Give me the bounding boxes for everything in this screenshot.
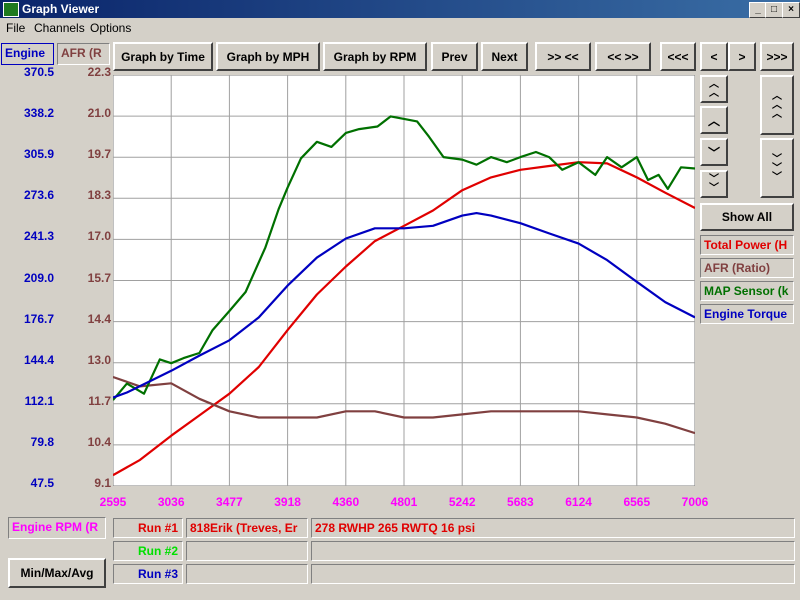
app-icon xyxy=(3,2,19,17)
right-axis-tick-label: 22.3 xyxy=(87,65,111,79)
x-axis-tick-label: 6565 xyxy=(623,495,651,509)
x-axis-tick-label: 4360 xyxy=(332,495,360,509)
window-title: Graph Viewer xyxy=(22,2,100,16)
right-axis-tick-label: 17.0 xyxy=(87,229,111,244)
legend-engine-torque[interactable]: Engine Torque xyxy=(700,304,794,324)
right-axis-tick-label: 11.7 xyxy=(88,393,111,408)
run-1-note[interactable]: 278 RWHP 265 RWTQ 16 psi xyxy=(311,518,795,538)
next-button[interactable]: Next xyxy=(481,42,528,71)
x-axis-tick-label: 4801 xyxy=(390,495,418,509)
right-axis-tick-label: 13.0 xyxy=(87,352,111,367)
run-3-note[interactable] xyxy=(311,564,795,584)
legend-map-sensor[interactable]: MAP Sensor (k xyxy=(700,281,794,301)
pan-up-button[interactable]: ︿ ︿ ︿ xyxy=(760,75,794,135)
graph-by-mph-button[interactable]: Graph by MPH xyxy=(216,42,320,71)
left-axis-tick-label: 305.9 xyxy=(23,147,54,162)
x-axis-tick-label: 7006 xyxy=(681,495,709,509)
right-axis-tick-label: 21.0 xyxy=(87,106,111,121)
legend-total-power[interactable]: Total Power (H xyxy=(700,235,794,255)
menu-channels[interactable]: Channels xyxy=(34,21,85,35)
pan-down-button[interactable]: ﹀ ﹀ ﹀ xyxy=(760,138,794,198)
right-axis-tick-label: 15.7 xyxy=(87,270,111,285)
run-2-name[interactable] xyxy=(186,541,308,561)
left-axis-tick-label: 176.7 xyxy=(23,311,54,326)
x-axis-tick-label: 3036 xyxy=(157,495,185,509)
left-axis-tick-label: 273.6 xyxy=(23,188,54,203)
right-axis-channel-select[interactable]: AFR (R xyxy=(57,43,110,65)
title-bar: Graph Viewer _ □ × xyxy=(0,0,800,18)
chart-plot-area xyxy=(113,75,695,486)
graph-by-time-button[interactable]: Graph by Time xyxy=(113,42,213,71)
prev-button[interactable]: Prev xyxy=(431,42,478,71)
graph-by-rpm-button[interactable]: Graph by RPM xyxy=(323,42,427,71)
x-channel-select[interactable]: Engine RPM (R xyxy=(8,517,106,539)
x-axis-tick-label: 5683 xyxy=(507,495,534,509)
double-chevron-up-icon: ︿ ︿ xyxy=(709,79,719,99)
zoom-out-button[interactable]: << >> xyxy=(595,42,651,71)
right-axis-tick-label: 19.7 xyxy=(87,147,111,162)
scroll-down-fast-button[interactable]: ﹀ ﹀ xyxy=(700,170,728,198)
run-3-label[interactable]: Run #3 xyxy=(113,564,183,584)
triple-chevron-down-icon: ﹀ ﹀ ﹀ xyxy=(772,153,782,183)
right-axis-tick-label: 18.3 xyxy=(87,188,111,203)
x-axis-tick-label: 3477 xyxy=(216,495,243,509)
left-axis-tick-label: 144.4 xyxy=(23,352,54,367)
x-axis-tick-label: 2595 xyxy=(99,495,127,509)
right-axis-tick-label: 10.4 xyxy=(87,434,111,449)
scroll-last-button[interactable]: >>> xyxy=(760,42,794,71)
scroll-first-button[interactable]: <<< xyxy=(660,42,696,71)
x-axis-tick-label: 3918 xyxy=(274,495,301,509)
left-axis-tick-label: 112.1 xyxy=(24,393,54,408)
left-axis-tick-label: 79.8 xyxy=(30,434,54,449)
menu-options[interactable]: Options xyxy=(90,21,132,35)
left-axis-tick-label: 370.5 xyxy=(23,65,54,79)
scroll-right-button[interactable]: > xyxy=(728,42,756,71)
run-3-name[interactable] xyxy=(186,564,308,584)
run-1-label[interactable]: Run #1 xyxy=(113,518,183,538)
series-line-1 xyxy=(113,161,695,477)
series-line-2 xyxy=(113,375,695,435)
run-2-label[interactable]: Run #2 xyxy=(113,541,183,561)
series-line-3 xyxy=(113,115,695,401)
x-axis-tick-label: 5242 xyxy=(448,495,476,509)
double-chevron-down-icon: ﹀ ﹀ xyxy=(709,174,719,194)
series-line-4 xyxy=(113,212,695,399)
show-all-button[interactable]: Show All xyxy=(700,203,794,231)
chevron-down-icon: ﹀ xyxy=(707,145,720,160)
left-axis-tick-label: 241.3 xyxy=(23,229,54,244)
maximize-button[interactable]: □ xyxy=(765,2,783,18)
menu-bar: File Channels Options xyxy=(0,18,800,38)
chevron-up-icon: ︿ xyxy=(707,113,720,128)
scroll-down-button[interactable]: ﹀ xyxy=(700,138,728,166)
x-axis-tick-label: 6124 xyxy=(565,495,592,509)
triple-chevron-up-icon: ︿ ︿ ︿ xyxy=(772,90,782,120)
right-axis-tick-label: 14.4 xyxy=(87,311,111,326)
left-axis-tick-label: 338.2 xyxy=(23,106,54,121)
left-axis-channel-select[interactable]: Engine xyxy=(1,43,54,65)
zoom-in-button[interactable]: >> << xyxy=(535,42,591,71)
scroll-up-fast-button[interactable]: ︿ ︿ xyxy=(700,75,728,103)
left-axis-tick-label: 47.5 xyxy=(30,476,54,490)
min-max-avg-button[interactable]: Min/Max/Avg xyxy=(8,558,106,588)
close-button[interactable]: × xyxy=(782,2,800,18)
run-1-name[interactable]: 818Erik (Treves, Er xyxy=(186,518,308,538)
run-2-note[interactable] xyxy=(311,541,795,561)
legend-afr[interactable]: AFR (Ratio) xyxy=(700,258,794,278)
scroll-up-button[interactable]: ︿ xyxy=(700,106,728,134)
menu-file[interactable]: File xyxy=(6,21,26,35)
right-axis-tick-label: 9.1 xyxy=(94,476,111,490)
left-axis-tick-label: 209.0 xyxy=(23,270,54,285)
scroll-left-button[interactable]: < xyxy=(700,42,728,71)
